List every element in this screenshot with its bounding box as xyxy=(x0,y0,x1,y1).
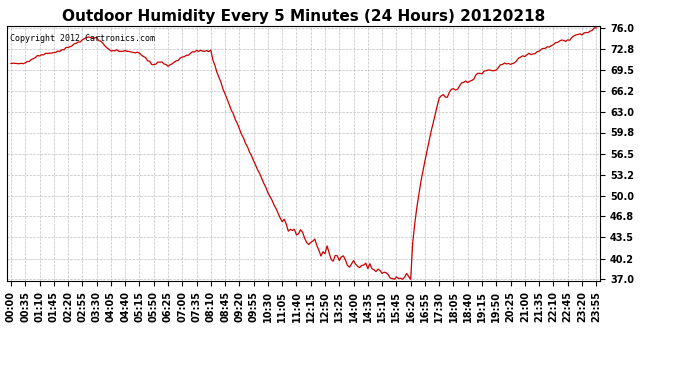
Title: Outdoor Humidity Every 5 Minutes (24 Hours) 20120218: Outdoor Humidity Every 5 Minutes (24 Hou… xyxy=(62,9,545,24)
Text: Copyright 2012 Cartronics.com: Copyright 2012 Cartronics.com xyxy=(10,34,155,43)
